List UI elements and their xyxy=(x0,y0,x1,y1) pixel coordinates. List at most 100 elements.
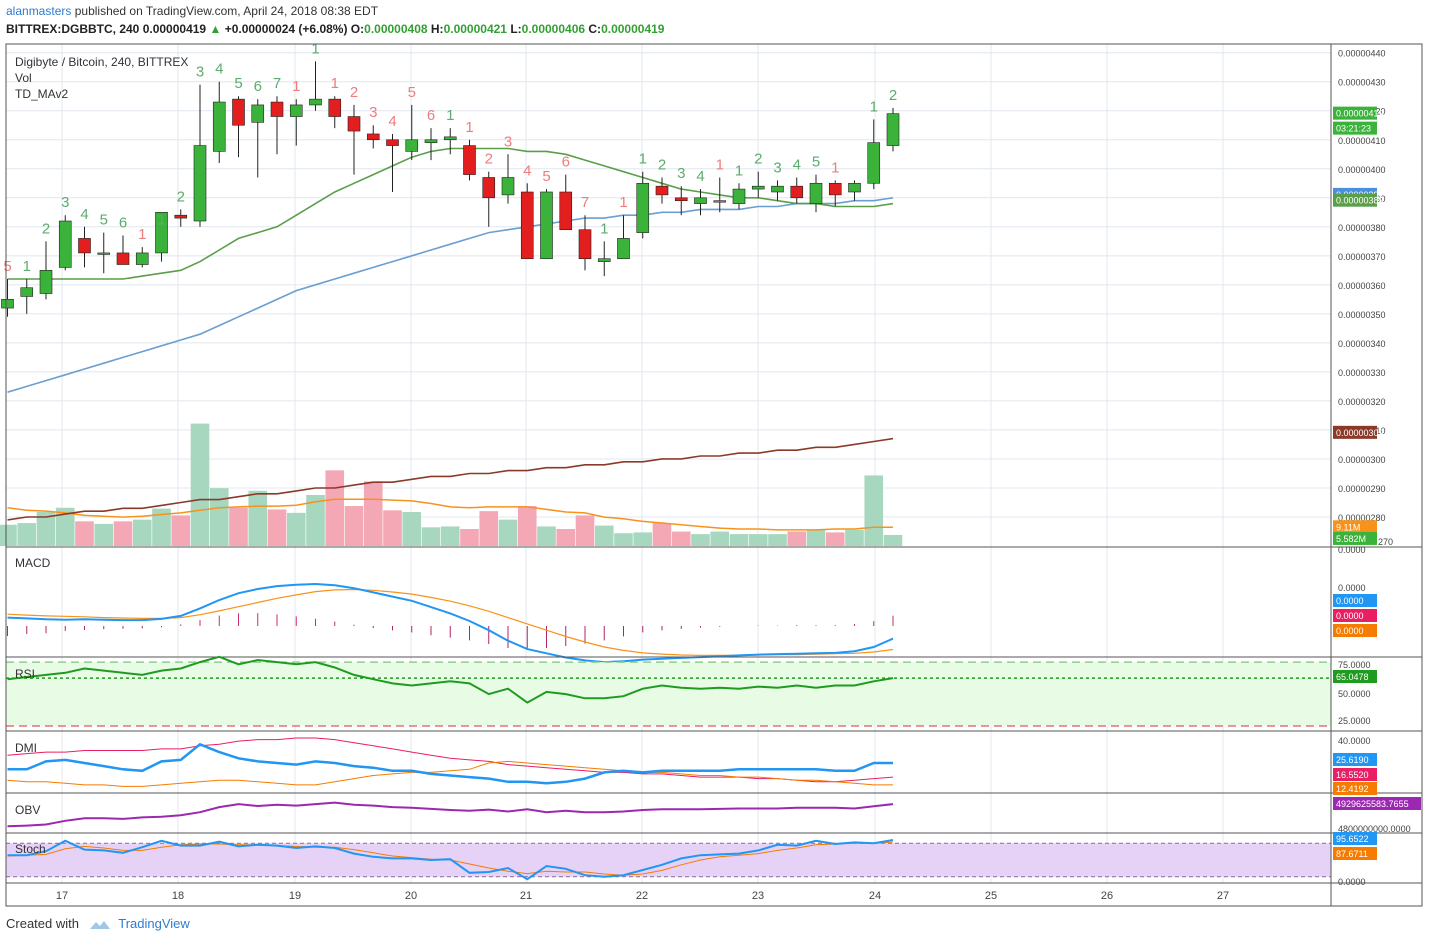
obv-line xyxy=(7,801,894,828)
candle-body xyxy=(289,104,303,117)
tradingview-link[interactable]: TradingView xyxy=(118,916,190,931)
x-tick-label: 21 xyxy=(520,890,532,902)
volume-bar xyxy=(75,521,94,546)
indicator-panes: MACD RSI DMI OBV Stoch xyxy=(6,546,1422,881)
candle-body xyxy=(636,182,650,233)
volume-bar xyxy=(209,488,229,546)
volume-bar xyxy=(575,515,595,546)
price-tick-label: 0.00000290 xyxy=(1338,484,1386,494)
vol-tick-top: 0.0000 xyxy=(1338,545,1366,555)
candle-body xyxy=(20,287,34,297)
candle-body xyxy=(386,139,399,146)
volume-bar xyxy=(94,523,114,546)
volume-bar xyxy=(363,481,383,546)
td-count-label: 1 xyxy=(138,226,146,243)
price-tick-label: 0.00000430 xyxy=(1338,78,1386,88)
td-count-label: 2 xyxy=(177,188,185,205)
x-tick-label: 18 xyxy=(172,890,184,902)
legend-title: Digibyte / Bitcoin, 240, BITTREX xyxy=(15,55,188,69)
candle-body xyxy=(732,188,746,204)
x-tick-label: 26 xyxy=(1101,890,1113,902)
price-tick-label: 0.00000380 xyxy=(1338,223,1386,233)
ma-green-label: 0.00000389 xyxy=(1336,196,1384,206)
td-count-label: 2 xyxy=(485,151,493,168)
current-price-label: 0.00000419 xyxy=(1336,109,1384,119)
macd-signal-label: 0.0000 xyxy=(1336,626,1364,636)
td-count-label: 2 xyxy=(350,84,358,101)
td-count-label: 1 xyxy=(331,75,339,92)
td-count-label: 3 xyxy=(61,194,69,211)
rsi-tick-75: 75.0000 xyxy=(1338,660,1371,670)
price-tick-label: 0.00000320 xyxy=(1338,397,1386,407)
td-count-label: 4 xyxy=(215,61,223,78)
volume-bar xyxy=(671,531,691,546)
rsi-tick-25: 25.0000 xyxy=(1338,716,1371,726)
candle-body xyxy=(501,177,515,196)
candle-body xyxy=(328,98,342,117)
candle-body xyxy=(212,101,226,152)
chart-legend: Digibyte / Bitcoin, 240, BITTREX Vol TD_… xyxy=(15,55,188,101)
created-with: Created with xyxy=(6,916,79,931)
candle-body xyxy=(78,238,91,254)
dmi-label: DMI xyxy=(15,741,37,755)
ma-blue-line xyxy=(7,197,894,393)
td-count-label: 4 xyxy=(793,156,801,173)
volume-bar xyxy=(190,423,210,546)
rsi-line xyxy=(7,655,894,704)
volume-bar xyxy=(594,525,614,546)
price-tick-label: 0.00000400 xyxy=(1338,165,1386,175)
td-count-label: 7 xyxy=(273,75,281,92)
stoch-k-label-bg xyxy=(1333,832,1377,845)
candle-body xyxy=(443,136,457,141)
volume-bar xyxy=(825,532,845,546)
candle-body xyxy=(790,185,804,199)
author-link[interactable]: alanmasters xyxy=(6,4,72,18)
ma-brown-line xyxy=(7,437,894,521)
candle-body xyxy=(270,101,284,117)
candle-body xyxy=(751,185,765,190)
tradingview-logo-icon xyxy=(89,921,110,930)
candle-body xyxy=(655,185,669,196)
volume-bar xyxy=(460,529,479,546)
td-count-label: 4 xyxy=(523,162,531,179)
td-count-label: 1 xyxy=(465,119,473,136)
td-count-label: 5 xyxy=(100,212,108,229)
volume-ma-line xyxy=(7,498,893,531)
macd-hist-label: 0.0000 xyxy=(1336,611,1364,621)
obv-value-bg xyxy=(1333,797,1421,810)
x-tick-label: 23 xyxy=(752,890,764,902)
candlesticks xyxy=(1,61,900,317)
volume-bar xyxy=(248,490,268,546)
volume-bar xyxy=(883,534,903,546)
candle-body xyxy=(867,142,881,184)
td-count-label: 4 xyxy=(80,206,88,223)
td-count-label: 6 xyxy=(119,215,127,232)
up-arrow-icon: ▲ xyxy=(209,22,222,36)
candle-body xyxy=(251,104,265,123)
candle-body xyxy=(347,116,361,132)
volume-bar xyxy=(229,507,248,546)
price-tick-label: 0.00000410 xyxy=(1338,136,1386,146)
dmi-adx-label-bg xyxy=(1333,782,1377,795)
low-value: 0.00000406 xyxy=(521,22,586,36)
symbol: BITTREX:DGBBTC, 240 xyxy=(6,22,140,36)
candle-body xyxy=(1,299,14,309)
volume-bar xyxy=(152,508,171,546)
stoch-k-line xyxy=(7,839,894,881)
bar-timer-label-bg xyxy=(1333,121,1377,135)
volume-bar xyxy=(113,521,133,546)
volume-bar xyxy=(748,534,768,546)
candle-body xyxy=(193,145,207,222)
td-count-label: 1 xyxy=(639,151,647,168)
current-price-label-bg xyxy=(1333,106,1377,120)
price-tick-label: 0.00000300 xyxy=(1338,455,1386,465)
candle-body xyxy=(848,182,861,193)
candle-body xyxy=(309,98,322,106)
candle-body xyxy=(559,191,573,231)
candle-body xyxy=(713,200,727,203)
price-tick-label: 0.00000440 xyxy=(1338,49,1386,59)
dmi-plus-label: 25.6190 xyxy=(1336,755,1369,765)
vol-ma-label: 9.11M xyxy=(1336,522,1360,532)
